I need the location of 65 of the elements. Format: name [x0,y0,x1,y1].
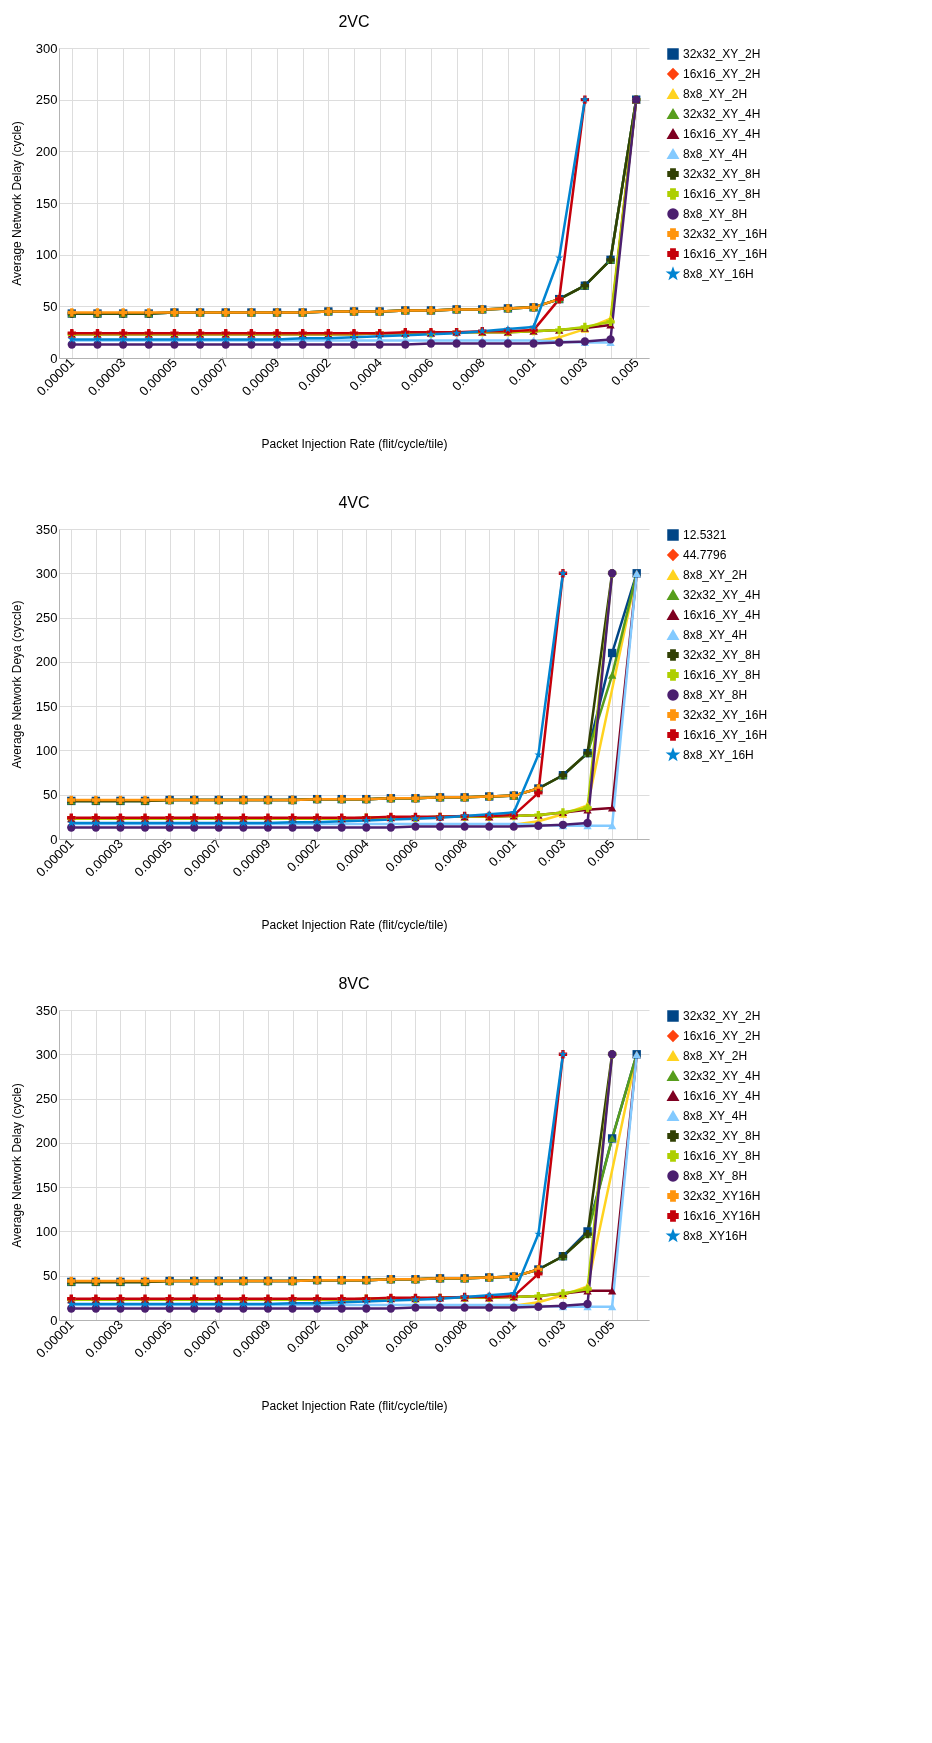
legend-label: 32x32_XY_4H [683,1069,761,1083]
legend-label: 32x32_XY_2H [683,1009,761,1023]
legend-label: 8x8_XY_8H [683,1169,748,1183]
legend-label: 32x32_XY16H [683,1189,761,1203]
chart-title: 4VC [338,494,370,511]
legend-label: 32x32_XY_8H [683,1129,761,1143]
legend-label: 16x16_XY_8H [683,187,761,201]
y-tick-label: 200 [35,654,58,670]
legend-label: 8x8_XY_2H [683,87,748,101]
legend-label: 32x32_XY_8H [683,167,761,181]
legend-label: 8x8_XY_16H [683,267,754,281]
y-tick-label: 150 [35,698,58,714]
y-tick-label: 250 [35,92,58,108]
y-tick-label: 100 [35,742,58,758]
y-tick-label: 350 [35,521,58,537]
y-tick-label: 200 [35,1135,58,1151]
legend-label: 44.7796 [683,548,727,562]
y-tick-label: 350 [35,1002,58,1018]
legend-label: 16x16_XY16H [683,1209,761,1223]
legend-label: 8x8_XY_4H [683,1109,748,1123]
legend-label: 16x16_XY_16H [683,728,768,742]
legend-label: 32x32_XY_16H [683,708,768,722]
y-tick-label: 50 [43,298,58,314]
legend-label: 8x8_XY_4H [683,628,748,642]
y-tick-label: 250 [35,610,58,626]
y-tick-label: 100 [35,247,58,263]
legend-label: 32x32_XY_8H [683,648,761,662]
legend-label: 8x8_XY_8H [683,688,748,702]
legend-label: 16x16_XY_16H [683,247,768,261]
legend-label: 32x32_XY_4H [683,107,761,121]
legend-label: 16x16_XY_8H [683,1149,761,1163]
legend-label: 16x16_XY_8H [683,668,761,682]
y-tick-label: 150 [35,1179,58,1195]
x-axis-title: Packet Injection Rate (flit/cycle/tile) [261,1398,448,1413]
chart-title: 2VC [338,13,370,30]
legend-label: 8x8_XY_2H [683,568,748,582]
y-tick-label: 200 [35,143,58,159]
y-tick-label: 300 [35,1046,58,1062]
y-tick-label: 250 [35,1091,58,1107]
legend-label: 32x32_XY_16H [683,227,768,241]
legend-label: 16x16_XY_2H [683,1029,761,1043]
legend-label: 32x32_XY_4H [683,588,761,602]
y-axis-title: Average Network Delay (cycle) [9,1083,24,1248]
legend-label: 16x16_XY_4H [683,1089,761,1103]
legend-label: 16x16_XY_4H [683,127,761,141]
y-tick-label: 300 [35,565,58,581]
x-axis-title: Packet Injection Rate (flit/cycle/tile) [261,917,448,932]
legend-label: 16x16_XY_2H [683,67,761,81]
y-axis-title: Average Network Deya (cyccle) [9,600,24,769]
legend-label: 16x16_XY_4H [683,608,761,622]
legend-label: 8x8_XY16H [683,1229,748,1243]
y-tick-label: 300 [35,40,58,56]
x-axis-title: Packet Injection Rate (flit/cycle/tile) [261,436,448,451]
y-tick-label: 50 [43,787,58,803]
legend-label: 8x8_XY_8H [683,207,748,221]
legend-label: 8x8_XY_2H [683,1049,748,1063]
legend-label: 32x32_XY_2H [683,47,761,61]
legend-label: 12.5321 [683,528,727,542]
chart-title: 8VC [338,975,370,992]
legend-label: 8x8_XY_4H [683,147,748,161]
y-tick-label: 50 [43,1268,58,1284]
y-tick-label: 100 [35,1223,58,1239]
legend-label: 8x8_XY_16H [683,748,754,762]
y-axis-title: Average Network Delay (cycle) [9,121,24,286]
y-tick-label: 150 [35,195,58,211]
